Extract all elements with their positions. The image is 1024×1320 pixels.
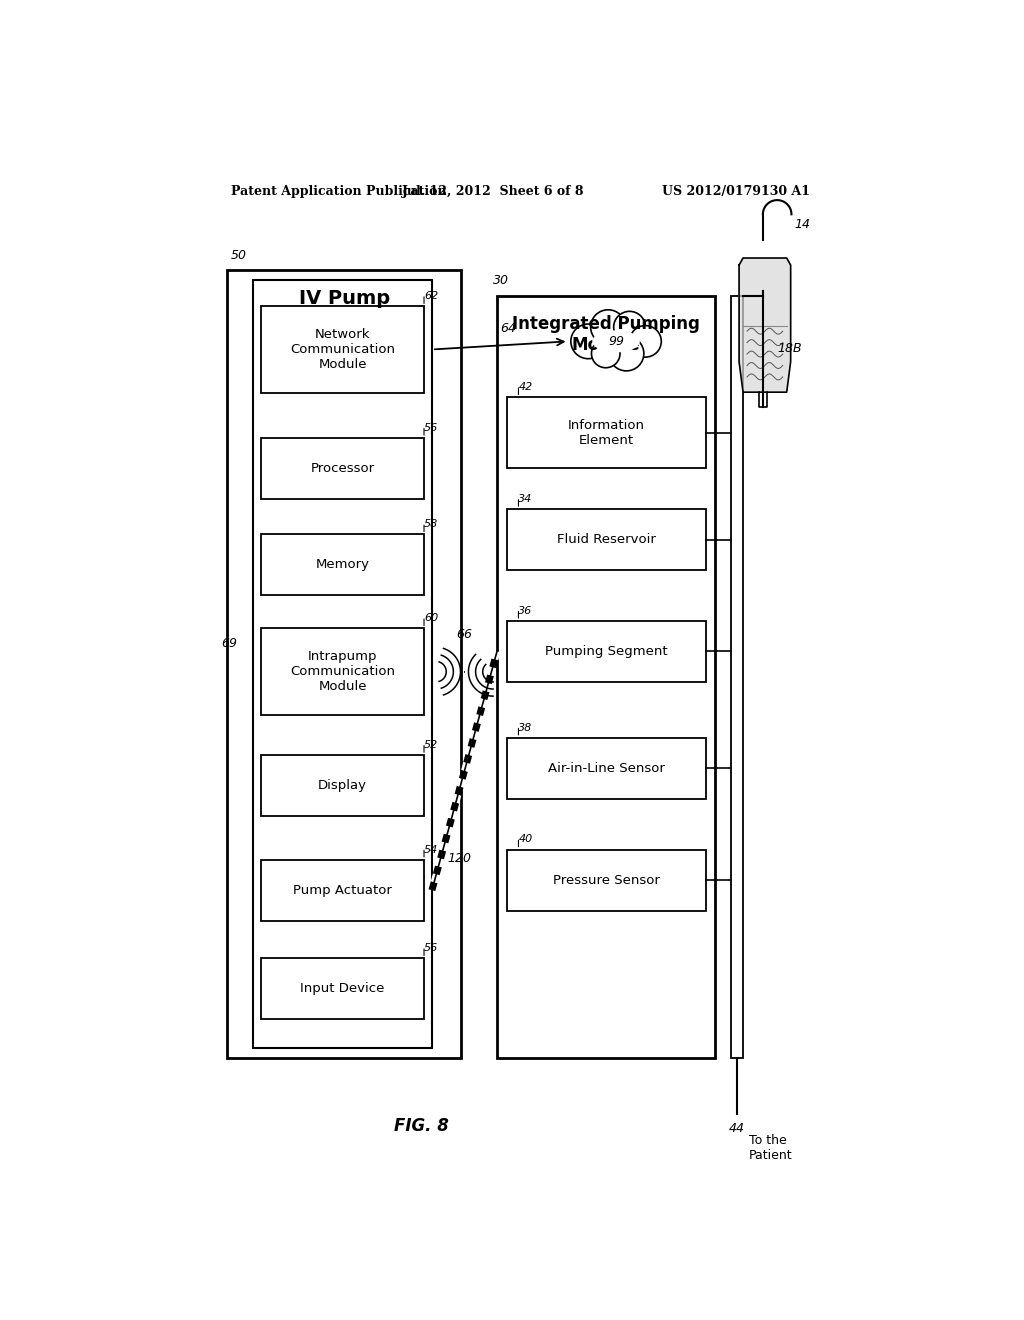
Text: 52: 52 [424, 741, 438, 750]
Text: Pressure Sensor: Pressure Sensor [553, 874, 659, 887]
Bar [507, 397, 706, 469]
Text: 36: 36 [518, 606, 532, 616]
Text: 60: 60 [424, 614, 438, 623]
Ellipse shape [630, 326, 662, 358]
Bar [507, 738, 706, 799]
Text: US 2012/0179130 A1: US 2012/0179130 A1 [663, 185, 811, 198]
Ellipse shape [592, 339, 621, 368]
Ellipse shape [592, 330, 640, 352]
Text: Integrated Pumping
Module: Integrated Pumping Module [512, 315, 700, 354]
Ellipse shape [591, 310, 626, 345]
Text: 56: 56 [424, 422, 438, 433]
Text: 42: 42 [518, 383, 532, 392]
Text: 54: 54 [424, 845, 438, 854]
Bar [261, 306, 424, 392]
Text: 120: 120 [447, 851, 472, 865]
Text: 56: 56 [424, 944, 438, 953]
Text: Air-in-Line Sensor: Air-in-Line Sensor [548, 762, 665, 775]
Ellipse shape [613, 312, 645, 343]
Text: Memory: Memory [315, 558, 370, 572]
Text: 64: 64 [500, 322, 516, 335]
Text: Intrapump
Communication
Module: Intrapump Communication Module [290, 651, 395, 693]
Bar [253, 280, 432, 1048]
Text: 40: 40 [518, 834, 532, 845]
Bar [261, 628, 424, 715]
Text: 99: 99 [608, 335, 624, 348]
Text: Information
Element: Information Element [567, 418, 645, 447]
Text: Jul. 12, 2012  Sheet 6 of 8: Jul. 12, 2012 Sheet 6 of 8 [401, 185, 585, 198]
Text: To the
Patient: To the Patient [749, 1134, 793, 1162]
Bar [261, 859, 424, 921]
Text: Patent Application Publication: Patent Application Publication [231, 185, 446, 198]
Bar [507, 510, 706, 570]
Ellipse shape [570, 323, 606, 359]
Polygon shape [739, 257, 791, 392]
Bar [507, 850, 706, 911]
Text: 44: 44 [729, 1122, 744, 1135]
Text: IV Pump: IV Pump [299, 289, 390, 308]
Text: Pump Actuator: Pump Actuator [293, 883, 392, 896]
Bar [227, 271, 461, 1057]
Text: 14: 14 [795, 218, 811, 231]
Bar [507, 620, 706, 682]
Text: 62: 62 [424, 292, 438, 301]
Text: 50: 50 [231, 249, 247, 263]
Text: 34: 34 [518, 494, 532, 504]
Text: Fluid Reservoir: Fluid Reservoir [557, 533, 655, 546]
Text: Pumping Segment: Pumping Segment [545, 645, 668, 657]
Text: 30: 30 [494, 275, 509, 288]
Bar [261, 535, 424, 595]
Text: 69: 69 [221, 638, 238, 651]
Text: 58: 58 [424, 519, 438, 529]
Text: Display: Display [318, 779, 368, 792]
Ellipse shape [609, 337, 644, 371]
Bar [261, 958, 424, 1019]
Text: 66: 66 [457, 628, 472, 642]
Bar [731, 296, 743, 1057]
Text: 38: 38 [518, 722, 532, 733]
Text: FIG. 8: FIG. 8 [394, 1117, 450, 1135]
Bar [497, 296, 715, 1057]
Bar [261, 755, 424, 816]
Text: Network
Communication
Module: Network Communication Module [290, 327, 395, 371]
Text: Input Device: Input Device [300, 982, 385, 995]
Bar [261, 438, 424, 499]
Text: 18B: 18B [777, 342, 802, 355]
Text: Processor: Processor [310, 462, 375, 475]
